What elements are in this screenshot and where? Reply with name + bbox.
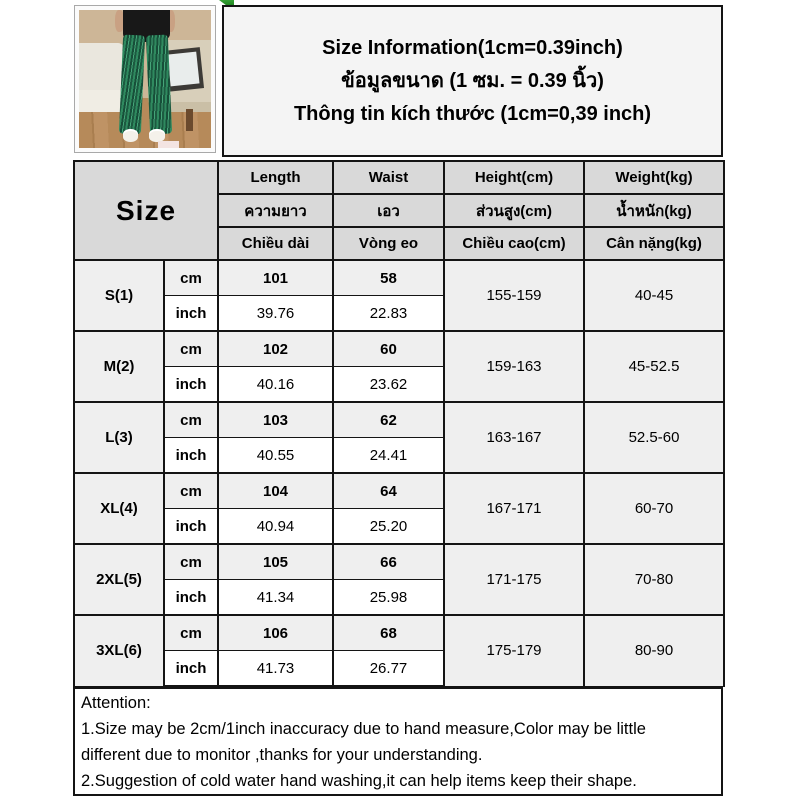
waist-cm-value: 68	[332, 614, 445, 651]
height-range: 167-171	[443, 472, 585, 545]
photo-model-arm-right	[166, 10, 176, 33]
size-label: L(3)	[73, 401, 165, 474]
unit-cm: cm	[163, 330, 219, 367]
size-label: 2XL(5)	[73, 543, 165, 616]
length-cm-value: 103	[217, 401, 334, 438]
length-inch-value: 40.16	[217, 366, 334, 403]
col-header-waist-vi: Vòng eo	[332, 226, 445, 261]
unit-cm: cm	[163, 401, 219, 438]
length-cm-value: 101	[217, 259, 334, 296]
waist-inch-value: 26.77	[332, 650, 445, 687]
col-header-weight-th: น้ำหนัก(kg)	[583, 193, 725, 228]
weight-range: 40-45	[583, 259, 725, 332]
title-thai: ข้อมูลขนาด (1 ซม. = 0.39 นิ้ว)	[341, 69, 604, 92]
height-range: 163-167	[443, 401, 585, 474]
col-header-waist-en: Waist	[332, 160, 445, 195]
photo-chair-leg	[185, 109, 193, 132]
col-header-length-th: ความยาว	[217, 193, 334, 228]
waist-cm-value: 58	[332, 259, 445, 296]
waist-inch-value: 25.98	[332, 579, 445, 616]
height-range: 155-159	[443, 259, 585, 332]
attention-box: Attention: 1.Size may be 2cm/1inch inacc…	[73, 687, 723, 796]
title-vietnamese: Thông tin kích thước (1cm=0,39 inch)	[293, 102, 652, 125]
product-photo	[75, 6, 215, 152]
photo-paper-on-floor	[158, 141, 180, 148]
waist-inch-value: 25.20	[332, 508, 445, 545]
size-table: Size Length Waist Height(cm) Weight(kg) …	[73, 160, 725, 687]
photo-sofa-seat	[79, 90, 132, 113]
attention-note-2: 2.Suggestion of cold water hand washing,…	[81, 772, 637, 790]
size-label: XL(4)	[73, 472, 165, 545]
unit-inch: inch	[163, 366, 219, 403]
length-cm-value: 105	[217, 543, 334, 580]
waist-inch-value: 23.62	[332, 366, 445, 403]
length-cm-value: 102	[217, 330, 334, 367]
unit-cm: cm	[163, 614, 219, 651]
size-header-cell: Size	[73, 160, 219, 261]
height-range: 159-163	[443, 330, 585, 403]
unit-inch: inch	[163, 295, 219, 332]
photo-slipper-right	[148, 131, 165, 143]
weight-range: 45-52.5	[583, 330, 725, 403]
size-label: 3XL(6)	[73, 614, 165, 687]
attention-note-1b: different due to monitor ,thanks for you…	[81, 746, 483, 764]
col-header-height-th: ส่วนสูง(cm)	[443, 193, 585, 228]
col-header-height-vi: Chiều cao(cm)	[443, 226, 585, 261]
weight-range: 52.5-60	[583, 401, 725, 474]
weight-range: 60-70	[583, 472, 725, 545]
photo-laptop-screen	[167, 51, 199, 86]
photo-pants-leg-right	[145, 34, 173, 135]
unit-cm: cm	[163, 259, 219, 296]
length-cm-value: 104	[217, 472, 334, 509]
length-inch-value: 41.34	[217, 579, 334, 616]
attention-title: Attention:	[81, 694, 151, 712]
col-header-length-vi: Chiều dài	[217, 226, 334, 261]
unit-inch: inch	[163, 437, 219, 474]
col-header-height-en: Height(cm)	[443, 160, 585, 195]
waist-inch-value: 22.83	[332, 295, 445, 332]
col-header-length-en: Length	[217, 160, 334, 195]
waist-cm-value: 64	[332, 472, 445, 509]
unit-inch: inch	[163, 579, 219, 616]
size-information-header: Size Information(1cm=0.39inch) ข้อมูลขนา…	[222, 5, 723, 157]
photo-model-arm-left	[114, 10, 124, 33]
size-label: M(2)	[73, 330, 165, 403]
waist-cm-value: 66	[332, 543, 445, 580]
unit-cm: cm	[163, 472, 219, 509]
waist-inch-value: 24.41	[332, 437, 445, 474]
length-inch-value: 41.73	[217, 650, 334, 687]
size-label: S(1)	[73, 259, 165, 332]
waist-cm-value: 60	[332, 330, 445, 367]
unit-inch: inch	[163, 508, 219, 545]
col-header-weight-vi: Cân nặng(kg)	[583, 226, 725, 261]
title-english: Size Information(1cm=0.39inch)	[322, 36, 623, 59]
photo-slipper-left	[122, 131, 139, 143]
col-header-waist-th: เอว	[332, 193, 445, 228]
col-header-weight-en: Weight(kg)	[583, 160, 725, 195]
height-range: 175-179	[443, 614, 585, 687]
unit-cm: cm	[163, 543, 219, 580]
waist-cm-value: 62	[332, 401, 445, 438]
length-cm-value: 106	[217, 614, 334, 651]
weight-range: 70-80	[583, 543, 725, 616]
length-inch-value: 40.94	[217, 508, 334, 545]
height-range: 171-175	[443, 543, 585, 616]
attention-note-1a: 1.Size may be 2cm/1inch inaccuracy due t…	[81, 720, 646, 738]
unit-inch: inch	[163, 650, 219, 687]
length-inch-value: 39.76	[217, 295, 334, 332]
length-inch-value: 40.55	[217, 437, 334, 474]
weight-range: 80-90	[583, 614, 725, 687]
